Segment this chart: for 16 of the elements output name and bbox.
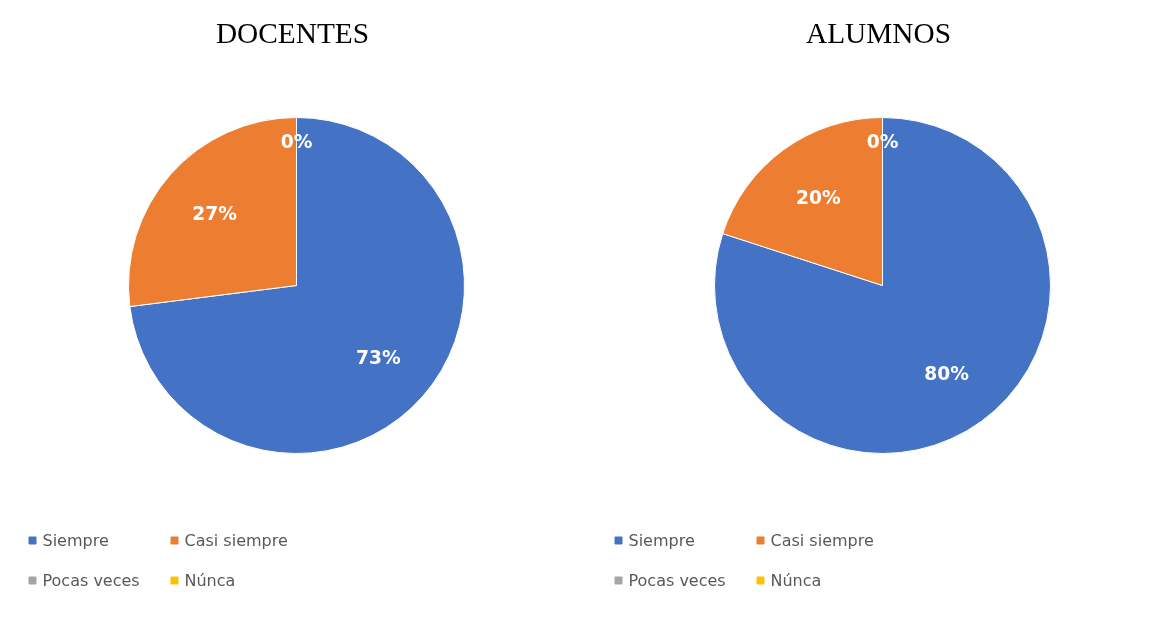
legend-label: Casi siempre	[770, 531, 874, 550]
legend-label: Pocas veces	[628, 571, 726, 590]
legend-label: Pocas veces	[42, 571, 140, 590]
chart-title: DOCENTES	[215, 16, 370, 49]
text: 0%	[280, 130, 313, 152]
text: 0%	[866, 130, 899, 152]
legend-label: Siempre	[628, 531, 695, 550]
data-label: 27%	[192, 202, 238, 224]
legend-label: Siempre	[42, 531, 109, 550]
data-label: 73%	[356, 347, 402, 369]
data-label: 80%	[924, 363, 970, 385]
legend-label: Núnca	[770, 571, 822, 590]
chart-title: ALUMNOS	[805, 16, 952, 49]
legend-label: Núnca	[184, 571, 236, 590]
legend-label: Casi siempre	[184, 531, 288, 550]
data-label: 20%	[795, 186, 841, 208]
